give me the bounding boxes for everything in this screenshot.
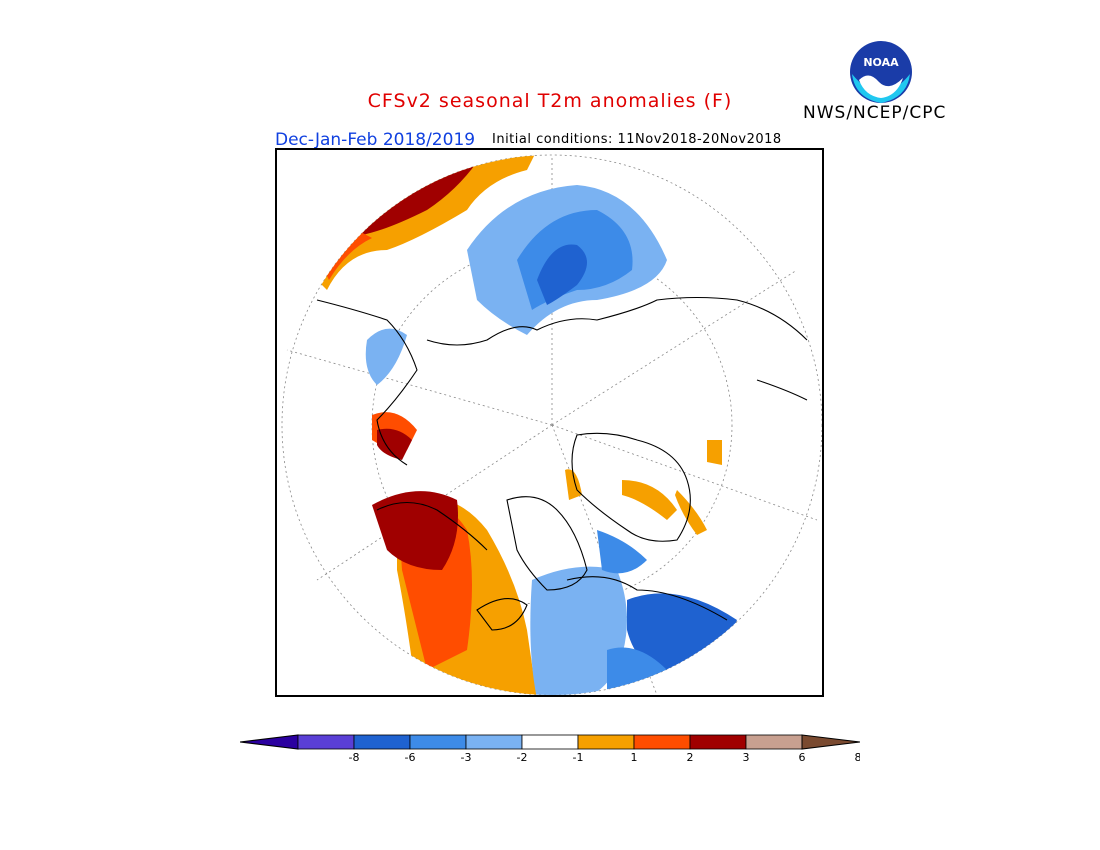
colorbar-swatch	[577, 734, 635, 750]
anomaly-red-top-left	[319, 230, 372, 280]
colorbar-swatch	[521, 734, 579, 750]
anomaly-hot-top-left	[357, 162, 477, 235]
colorbar-tick-label: -1	[573, 751, 584, 764]
anomaly-hot-alaska	[372, 491, 458, 570]
anomaly-colder-eurasia	[537, 244, 587, 305]
colorbar-tick-label: -2	[517, 751, 528, 764]
anomaly-warm-top-left	[317, 155, 537, 290]
anomaly-warm-japan	[707, 440, 722, 465]
colorbar-arrow-left	[239, 734, 299, 750]
map-title: CFSv2 seasonal T2m anomalies (F)	[367, 90, 733, 112]
agency-label: NWS/NCEP/CPC	[803, 103, 947, 123]
anomaly-cold-hudson	[597, 530, 647, 574]
colorbar-tick-label: -8	[349, 751, 360, 764]
colorbar-swatch	[745, 734, 803, 750]
colorbar-tick-label: 3	[743, 751, 750, 764]
anomaly-hot-west-band	[377, 428, 412, 460]
colorbar-tick-label: -6	[405, 751, 416, 764]
colorbar-swatch	[633, 734, 691, 750]
colorbar-swatch	[297, 734, 355, 750]
anomaly-warm-small	[565, 469, 582, 500]
colorbar-arrow-right	[801, 734, 861, 750]
noaa-logo: NOAA	[849, 40, 913, 104]
anomaly-cold-west	[365, 328, 407, 385]
colorbar-swatch	[353, 734, 411, 750]
anomaly-cold-canada	[530, 566, 627, 695]
colorbar-swatch	[689, 734, 747, 750]
colorbar-tick-label: 1	[631, 751, 638, 764]
colorbar-swatch	[409, 734, 467, 750]
anomaly-warm-east-asia	[622, 480, 677, 520]
noaa-logo-text: NOAA	[863, 56, 899, 69]
colorbar-tick-label: 8	[855, 751, 861, 764]
colorbar-tick-label: -3	[461, 751, 472, 764]
polar-map	[275, 148, 824, 697]
colorbar-swatch	[465, 734, 523, 750]
season-label: Dec-Jan-Feb 2018/2019	[275, 130, 476, 150]
initial-conditions-label: Initial conditions: 11Nov2018-20Nov2018	[492, 132, 782, 147]
coastlines	[316, 296, 808, 631]
colorbar-legend: -8 -6 -3 -2 -1 1 2 3 6 8	[239, 733, 862, 773]
colorbar-tick-label: 6	[799, 751, 806, 764]
colorbar-tick-label: 2	[687, 751, 694, 764]
anomaly-warm-pacific	[675, 490, 707, 535]
